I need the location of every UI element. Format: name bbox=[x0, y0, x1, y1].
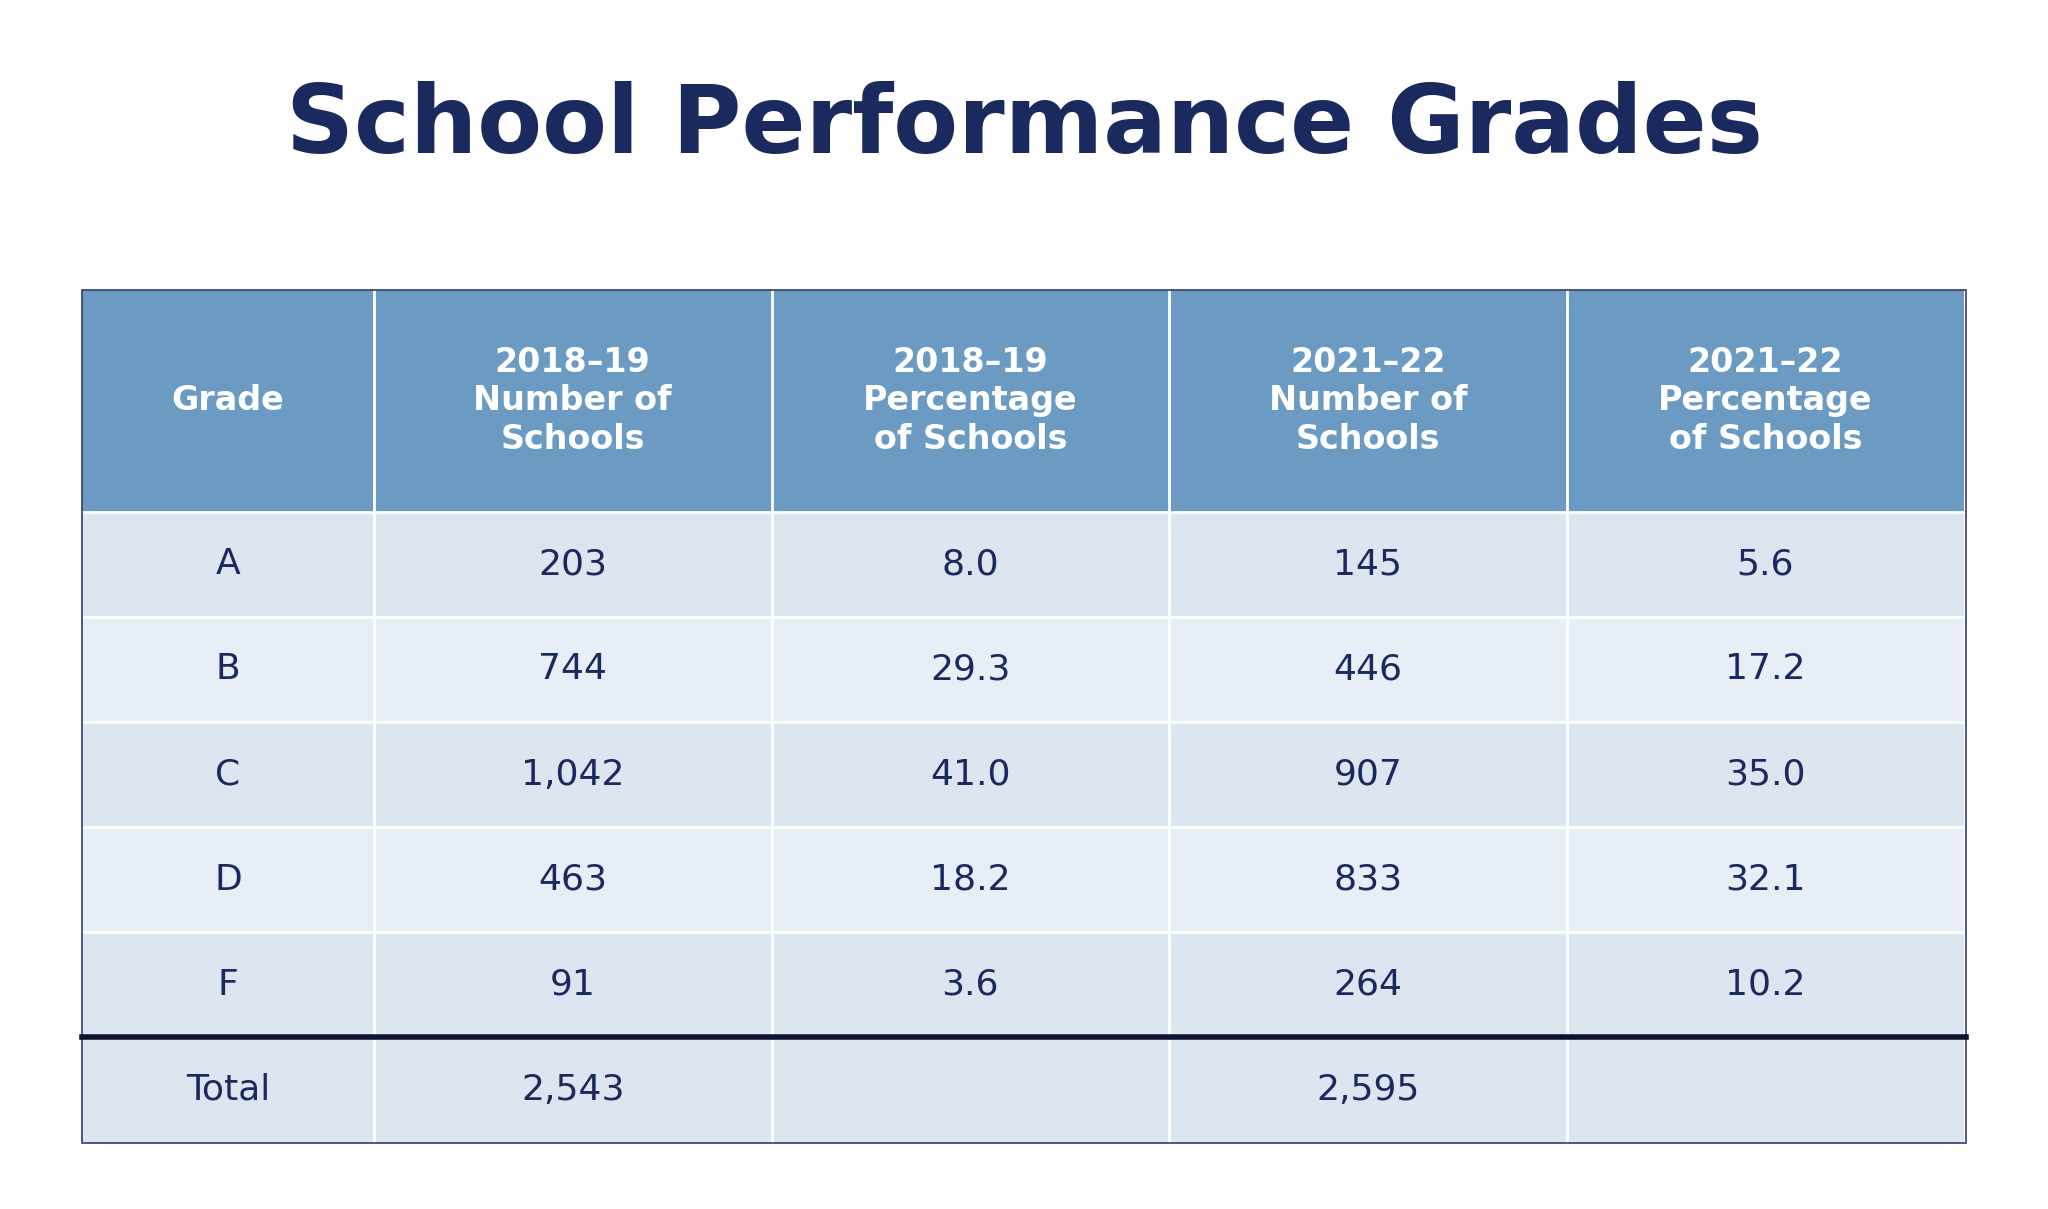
Text: A: A bbox=[215, 548, 240, 582]
Text: 744: 744 bbox=[539, 653, 608, 687]
Text: 5.6: 5.6 bbox=[1737, 548, 1794, 582]
Bar bbox=[1169, 827, 1567, 932]
Text: 10.2: 10.2 bbox=[1724, 968, 1806, 1002]
Bar bbox=[772, 290, 1169, 511]
Text: 264: 264 bbox=[1333, 968, 1403, 1002]
Text: 41.0: 41.0 bbox=[930, 758, 1010, 792]
Bar bbox=[375, 511, 772, 617]
Text: F: F bbox=[217, 968, 238, 1002]
Text: 1,042: 1,042 bbox=[520, 758, 625, 792]
Bar bbox=[82, 290, 1966, 1143]
Bar bbox=[1567, 827, 1964, 932]
Text: B: B bbox=[215, 653, 240, 687]
Text: 35.0: 35.0 bbox=[1724, 758, 1806, 792]
Bar bbox=[1567, 932, 1964, 1037]
Bar bbox=[82, 617, 375, 722]
Bar bbox=[772, 932, 1169, 1037]
Text: 2,543: 2,543 bbox=[520, 1072, 625, 1107]
Bar bbox=[1567, 617, 1964, 722]
Text: 8.0: 8.0 bbox=[942, 548, 999, 582]
Text: 463: 463 bbox=[539, 863, 608, 897]
Text: 2018–19
Percentage
of Schools: 2018–19 Percentage of Schools bbox=[862, 346, 1077, 456]
Text: 145: 145 bbox=[1333, 548, 1403, 582]
Bar bbox=[1567, 1037, 1964, 1143]
Text: Total: Total bbox=[186, 1072, 270, 1107]
Bar bbox=[772, 511, 1169, 617]
Bar bbox=[375, 722, 772, 827]
Bar bbox=[1169, 932, 1567, 1037]
Text: 3.6: 3.6 bbox=[942, 968, 999, 1002]
Bar bbox=[82, 932, 375, 1037]
Text: 907: 907 bbox=[1333, 758, 1403, 792]
Text: 203: 203 bbox=[539, 548, 608, 582]
Bar bbox=[82, 1037, 375, 1143]
Bar bbox=[82, 511, 375, 617]
Text: D: D bbox=[215, 863, 242, 897]
Bar bbox=[1567, 722, 1964, 827]
Bar bbox=[375, 290, 772, 511]
Text: 91: 91 bbox=[549, 968, 596, 1002]
Bar bbox=[375, 827, 772, 932]
Bar bbox=[1567, 511, 1964, 617]
Bar bbox=[375, 932, 772, 1037]
Bar bbox=[375, 1037, 772, 1143]
Bar bbox=[82, 290, 375, 511]
Text: 446: 446 bbox=[1333, 653, 1403, 687]
Text: 18.2: 18.2 bbox=[930, 863, 1010, 897]
Text: 833: 833 bbox=[1333, 863, 1403, 897]
Text: School Performance Grades: School Performance Grades bbox=[285, 81, 1763, 173]
Text: 32.1: 32.1 bbox=[1724, 863, 1806, 897]
Bar bbox=[1567, 290, 1964, 511]
Bar bbox=[82, 722, 375, 827]
Bar bbox=[1169, 511, 1567, 617]
Bar bbox=[1169, 1037, 1567, 1143]
Text: 2021–22
Number of
Schools: 2021–22 Number of Schools bbox=[1268, 346, 1466, 456]
Text: 2018–19
Number of
Schools: 2018–19 Number of Schools bbox=[473, 346, 672, 456]
Text: 29.3: 29.3 bbox=[930, 653, 1010, 687]
Text: Grade: Grade bbox=[172, 384, 285, 417]
Bar bbox=[772, 827, 1169, 932]
Bar bbox=[375, 617, 772, 722]
Text: C: C bbox=[215, 758, 240, 792]
Bar bbox=[1169, 722, 1567, 827]
Bar bbox=[772, 1037, 1169, 1143]
Text: 2021–22
Percentage
of Schools: 2021–22 Percentage of Schools bbox=[1659, 346, 1872, 456]
Bar bbox=[1169, 290, 1567, 511]
Bar bbox=[1169, 617, 1567, 722]
Bar bbox=[772, 722, 1169, 827]
Bar bbox=[82, 827, 375, 932]
Text: 17.2: 17.2 bbox=[1724, 653, 1806, 687]
Text: 2,595: 2,595 bbox=[1317, 1072, 1419, 1107]
Bar bbox=[772, 617, 1169, 722]
